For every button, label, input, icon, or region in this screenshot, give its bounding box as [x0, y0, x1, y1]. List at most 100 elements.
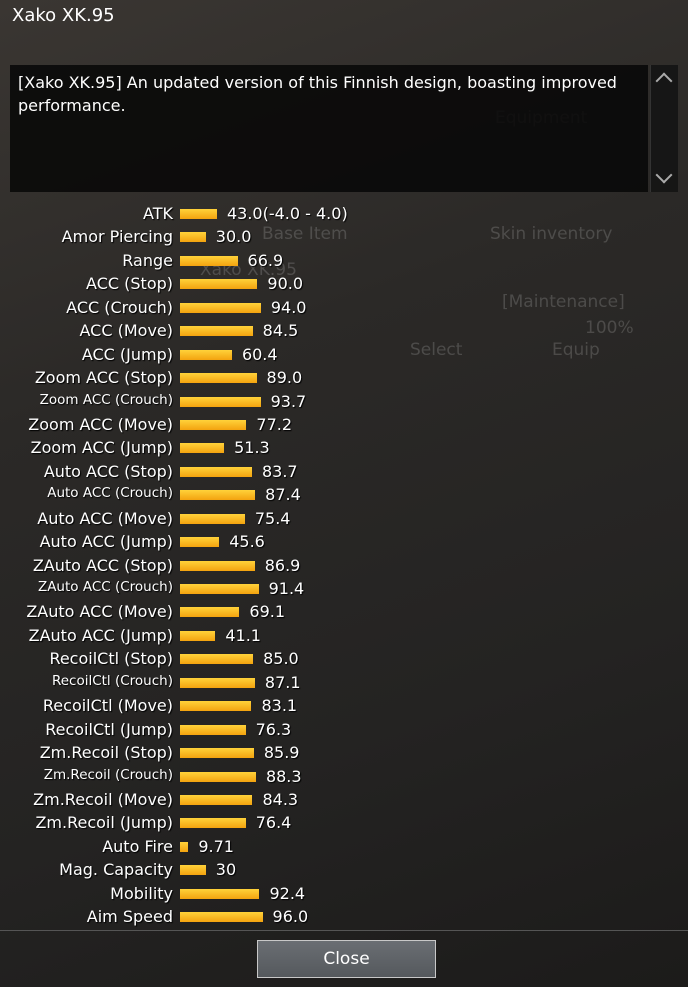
stat-bar [180, 373, 257, 384]
stat-value: 30 [215, 860, 237, 880]
stat-label: Range [122, 250, 173, 270]
stat-bar [180, 466, 252, 477]
stat-label: ACC (Crouch) [66, 297, 173, 317]
stat-value: 76.3 [255, 719, 292, 739]
stat-value: 41.1 [225, 625, 261, 645]
stat-bar [180, 607, 240, 618]
stat-label: Zoom ACC (Move) [28, 414, 173, 434]
window-title: Xako XK.95 [12, 5, 115, 26]
description-box: [Xako XK.95] An updated version of this … [10, 65, 648, 192]
stat-label: Auto ACC (Stop) [43, 461, 173, 481]
background-text: [Maintenance] [502, 292, 625, 312]
stat-bar [180, 326, 253, 337]
stat-bar [180, 630, 216, 641]
stat-bar [180, 795, 253, 805]
stat-bar [180, 865, 206, 876]
stat-value: 84.3 [262, 790, 299, 809]
stat-value: 66.9 [247, 250, 284, 270]
stat-value: 45.6 [229, 532, 265, 552]
stat-value: 85.0 [263, 649, 299, 669]
stat-bar [180, 701, 252, 712]
stat-label: ACC (Stop) [86, 274, 173, 294]
stat-label: ZAuto ACC (Jump) [28, 625, 173, 645]
stat-bar [180, 584, 259, 595]
stat-value: 77.2 [256, 414, 293, 434]
stat-bar [180, 232, 206, 243]
stat-label: ACC (Move) [79, 321, 173, 341]
scrollbar[interactable] [650, 65, 678, 192]
stat-value: 60.4 [241, 344, 278, 364]
stat-value: 88.3 [265, 766, 302, 786]
stat-bar [180, 841, 189, 852]
stat-label: Zm.Recoil (Jump) [35, 813, 173, 833]
stat-value: 94.0 [270, 297, 307, 317]
stat-value: 96.0 [272, 907, 309, 927]
separator [0, 930, 688, 931]
stat-label: Zm.Recoil (Move) [33, 790, 173, 809]
stat-label: ZAuto ACC (Crouch) [37, 579, 173, 596]
stat-bar [180, 396, 261, 407]
stat-value: 75.4 [254, 508, 291, 528]
stat-label: Zm.Recoil (Stop) [39, 743, 173, 763]
background-text: Skin inventory [490, 224, 613, 244]
stat-label: Auto ACC (Jump) [39, 532, 173, 552]
stat-value: 43.0(-4.0 - 4.0) [226, 204, 348, 223]
stat-value: 76.4 [255, 813, 292, 833]
scroll-down[interactable] [655, 166, 673, 184]
stat-bar [180, 302, 261, 313]
background-text: Select [410, 340, 463, 360]
stat-label: RecoilCtl (Move) [42, 696, 173, 716]
background-text: Equip [552, 340, 600, 360]
stat-label: Auto ACC (Crouch) [47, 485, 173, 502]
stat-value: 90.0 [267, 274, 304, 294]
background-text: Base Item [262, 224, 348, 244]
stat-bar [180, 818, 246, 829]
stat-label: Mag. Capacity [59, 860, 173, 880]
stat-value: 87.4 [265, 485, 301, 505]
background-text: 100% [585, 318, 634, 338]
stat-bar [180, 349, 232, 360]
stat-label: ACC (Jump) [81, 344, 173, 364]
stat-label: ATK [143, 204, 173, 223]
stat-bar [180, 888, 260, 899]
stat-value: 86.9 [264, 555, 301, 575]
stat-label: Zoom ACC (Stop) [34, 368, 173, 388]
stat-label: Mobility [110, 883, 173, 903]
stat-bar [180, 724, 246, 735]
stat-value: 9.71 [198, 836, 234, 856]
stat-label: Zoom ACC (Crouch) [39, 391, 173, 408]
stat-bar [180, 912, 263, 923]
stat-bar [180, 419, 247, 430]
stat-value: 91.4 [268, 579, 305, 599]
stat-bar [180, 537, 220, 548]
stat-value: 83.7 [261, 461, 298, 481]
stat-label: RecoilCtl (Crouch) [51, 672, 173, 689]
stat-bar [180, 443, 225, 454]
stat-value: 83.1 [261, 696, 298, 716]
stat-value: 93.7 [270, 391, 307, 411]
stat-bar [180, 560, 255, 571]
stat-bar [180, 255, 238, 266]
stat-bar [180, 513, 245, 524]
stat-bar [180, 490, 256, 501]
description: [Xako XK.95] An updated version of this … [18, 73, 617, 115]
stat-label: Amor Piercing [61, 227, 173, 247]
stat-bar [180, 209, 217, 219]
stat-value: 87.1 [264, 672, 301, 692]
stat-label: Zoom ACC (Jump) [30, 438, 173, 458]
stat-value: 51.3 [234, 438, 270, 458]
stat-label: RecoilCtl (Jump) [45, 719, 173, 739]
scroll-up[interactable] [655, 72, 673, 90]
stat-label: RecoilCtl (Stop) [49, 649, 173, 669]
stat-label: Auto ACC (Move) [37, 508, 173, 528]
stat-value: 84.5 [262, 321, 299, 341]
stat-value: 92.4 [269, 883, 306, 903]
stat-bar [180, 677, 255, 688]
stat-bar [180, 771, 256, 782]
stat-label: Zm.Recoil (Crouch) [43, 766, 173, 783]
stat-value: 89.0 [266, 368, 303, 388]
stat-value: 85.9 [263, 743, 300, 763]
stat-label: ZAuto ACC (Move) [26, 602, 173, 622]
close-button[interactable]: Close [257, 940, 436, 978]
